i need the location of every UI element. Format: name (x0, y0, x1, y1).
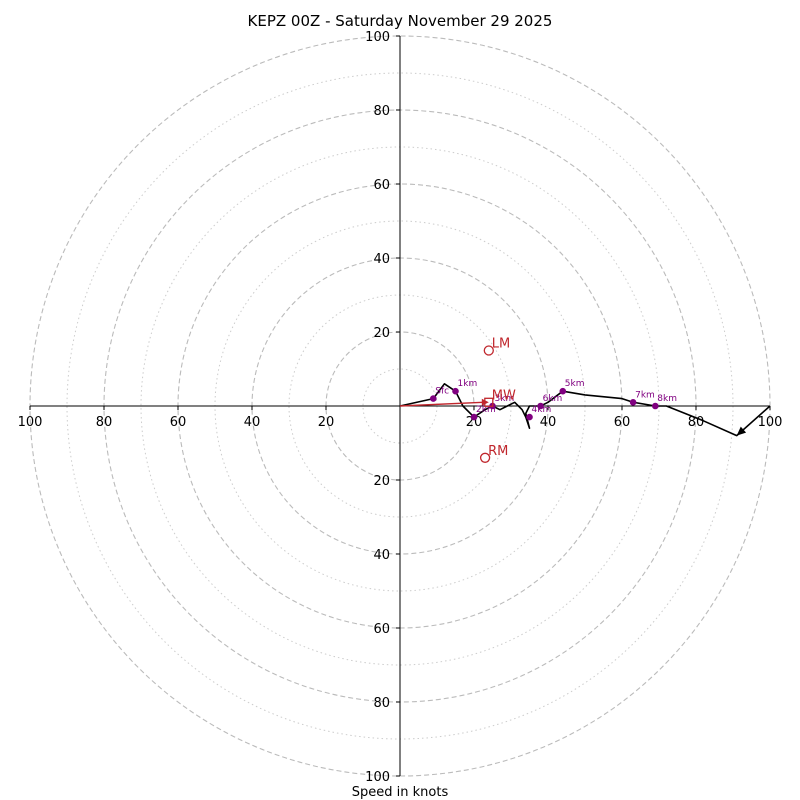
y-tick-label: 40 (373, 548, 390, 563)
storm-motion-marker (479, 452, 491, 463)
x-axis-label: Speed in knots (352, 785, 449, 800)
height-marker-label: 1km (458, 379, 478, 389)
x-tick-label: 40 (540, 415, 557, 430)
hodograph-line (399, 382, 771, 437)
storm-motion-label: RM (488, 444, 508, 459)
x-tick-label: 100 (18, 415, 43, 430)
height-marker-label: Sfc (435, 387, 449, 397)
storm-motion-markers: LM RM MW (399, 337, 516, 463)
x-tick-label: 60 (170, 415, 187, 430)
x-tick-label: 80 (96, 415, 113, 430)
height-marker-label: 2km (476, 405, 496, 415)
height-marker-dot (559, 387, 567, 395)
y-tick-label: 80 (373, 696, 390, 711)
storm-motion-label: LM (492, 337, 510, 352)
height-marker-dot (629, 399, 637, 406)
y-tick-label: 80 (373, 104, 390, 119)
y-tick-label: 60 (373, 178, 390, 193)
height-marker-dot (537, 402, 544, 410)
x-tick-label: 40 (244, 415, 261, 430)
hodograph-arrowhead (736, 426, 747, 436)
hodograph-trace (399, 382, 771, 437)
y-tick-label: 20 (373, 326, 390, 341)
tick-labels: 100 80 60 40 20 20 40 60 80 100 100 80 60 40 20 20 40 60 8… (18, 30, 783, 785)
y-tick-label: 100 (365, 30, 390, 45)
storm-motion-label: MW (492, 388, 516, 403)
chart-title: KEPZ 00Z - Saturday November 29 2025 (248, 12, 553, 30)
height-marker-label: 6km (543, 394, 563, 404)
height-marker-label: 4km (532, 405, 552, 415)
height-marker-dot (430, 395, 437, 402)
height-marker-dot (470, 413, 478, 421)
storm-motion-marker (484, 397, 494, 407)
y-tick-label: 40 (373, 252, 390, 267)
x-tick-label: 20 (318, 415, 335, 430)
height-marker-label: 8km (657, 394, 677, 404)
height-marker-label: 7km (635, 390, 655, 400)
x-tick-label: 20 (466, 415, 483, 430)
y-tick-label: 60 (373, 622, 390, 637)
y-tick-label: 20 (373, 474, 390, 489)
height-marker-dot (526, 413, 533, 421)
storm-motion-marker (483, 345, 494, 356)
x-tick-label: 60 (614, 415, 631, 430)
x-tick-label: 100 (758, 415, 783, 430)
height-marker-dot (652, 402, 659, 410)
height-marker-label: 5km (565, 379, 585, 389)
y-tick-label: 100 (365, 770, 390, 785)
height-marker-dot (452, 387, 459, 395)
mean-wind-arrow-line (399, 401, 483, 407)
height-marker-label: 3km (495, 394, 515, 404)
